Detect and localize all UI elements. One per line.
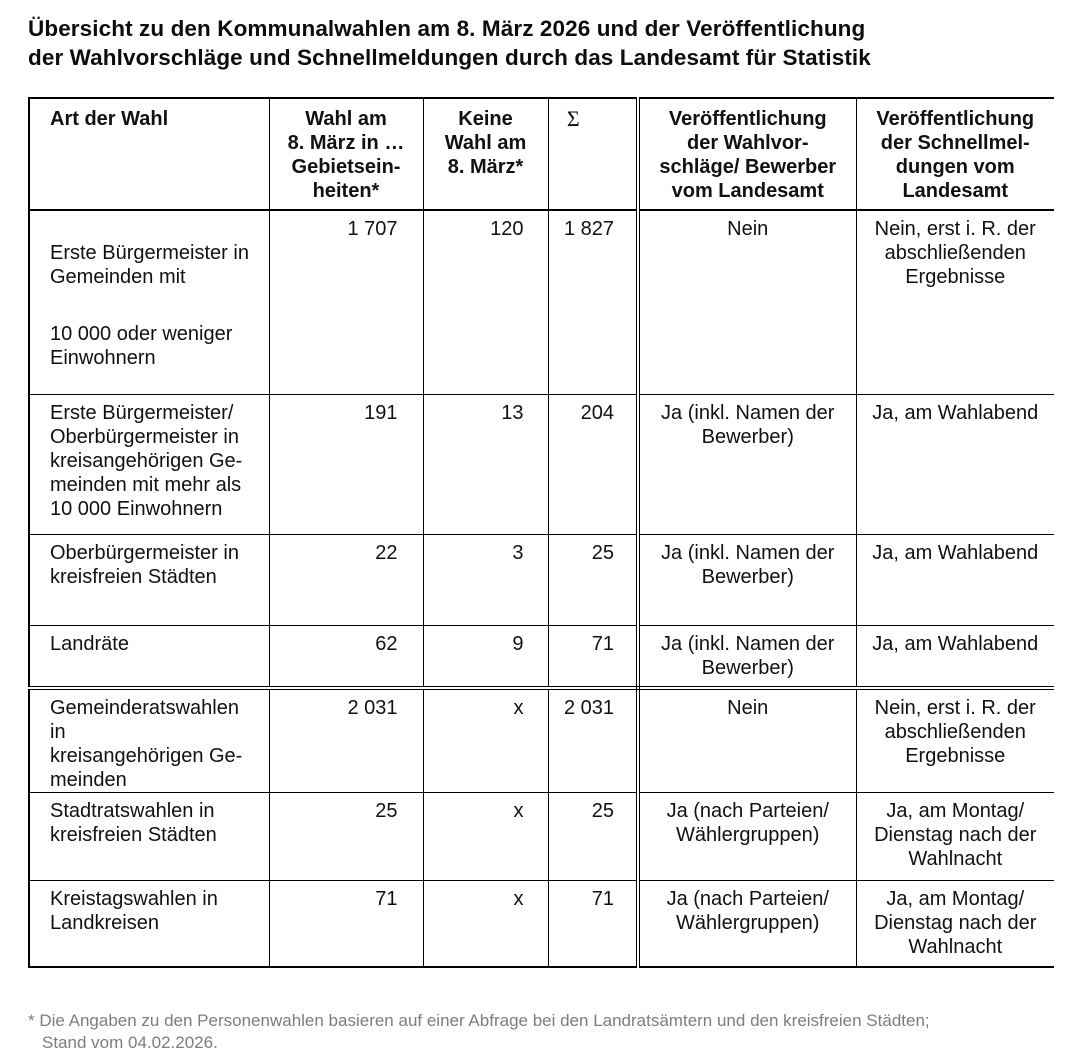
cell-art: Oberbürgermeister in kreisfreien Städten [28,534,270,626]
cell-veroeffentlichung-wahlvorschlaege: Ja (nach Parteien/ Wählergruppen) [638,880,857,968]
cell-wahl-count: 25 [269,792,424,881]
table-header: Art der Wahl Wahl am 8. März in … Gebiet… [28,97,1054,211]
document-page: Übersicht zu den Kommunalwahlen am 8. Mä… [28,14,1064,1052]
cell-wahl-count: 2 031 [269,687,424,793]
cell-keine-wahl-count: 13 [423,394,549,535]
column-header-keine-wahl: Keine Wahl am 8. März* [423,97,549,211]
cell-sum: 2 031 [548,687,640,793]
footnote-line1: * Die Angaben zu den Personenwahlen basi… [28,1011,930,1030]
page-title-line1: Übersicht zu den Kommunalwahlen am 8. Mä… [28,16,866,41]
table-row-gemeinderatswahlen: Gemeinderatswahlen in kreisangehörigen G… [28,687,1054,793]
cell-art: Stadtratswahlen in kreisfreien Städten [28,792,270,881]
column-header-art-der-wahl: Art der Wahl [28,97,270,211]
cell-veroeffentlichung-wahlvorschlaege: Ja (nach Parteien/ Wählergruppen) [638,792,857,881]
cell-keine-wahl-count: x [423,687,549,793]
table-body: Erste Bürgermeister in Gemeinden mit 10 … [28,210,1054,968]
elections-overview-table: Art der Wahl Wahl am 8. März in … Gebiet… [28,97,1054,968]
cell-veroeffentlichung-schnellmeldungen: Ja, am Wahlabend [856,625,1054,690]
cell-wahl-count: 62 [269,625,424,690]
footnote: * Die Angaben zu den Personenwahlen basi… [28,1010,1064,1054]
cell-art: Erste Bürgermeister/ Oberbürgermeister i… [28,394,270,535]
cell-wahl-count: 1 707 [269,210,424,395]
cell-wahl-count: 22 [269,534,424,626]
table-row-erste-oberbuergermeister-grosse-gemeinden: Erste Bürgermeister/ Oberbürgermeister i… [28,394,1054,535]
cell-veroeffentlichung-wahlvorschlaege: Nein [638,210,857,395]
cell-keine-wahl-count: 120 [423,210,549,395]
cell-veroeffentlichung-wahlvorschlaege: Ja (inkl. Namen der Bewerber) [638,625,857,690]
cell-keine-wahl-count: 3 [423,534,549,626]
cell-keine-wahl-count: x [423,880,549,968]
table-row-stadtratswahlen: Stadtratswahlen in kreisfreien Städten 2… [28,792,1054,881]
column-header-wahl-am-8-maerz: Wahl am 8. März in … Gebietsein- heiten* [269,97,424,211]
cell-art: Kreistagswahlen in Landkreisen [28,880,270,968]
cell-keine-wahl-count: 9 [423,625,549,690]
page-title-line2: der Wahlvorschläge und Schnellmeldungen … [28,45,871,70]
cell-veroeffentlichung-schnellmeldungen: Ja, am Montag/ Dienstag nach der Wahlnac… [856,792,1054,881]
cell-veroeffentlichung-wahlvorschlaege: Ja (inkl. Namen der Bewerber) [638,534,857,626]
cell-veroeffentlichung-schnellmeldungen: Ja, am Montag/ Dienstag nach der Wahlnac… [856,880,1054,968]
cell-sum: 204 [548,394,640,535]
column-header-veroeffentlichung-schnellmeldungen: Veröffentlichung der Schnellmel- dungen … [856,97,1054,211]
cell-art: Erste Bürgermeister in Gemeinden mit 10 … [28,210,270,395]
cell-sum: 71 [548,625,640,690]
cell-sum: 25 [548,534,640,626]
cell-veroeffentlichung-schnellmeldungen: Ja, am Wahlabend [856,534,1054,626]
cell-veroeffentlichung-schnellmeldungen: Nein, erst i. R. der abschließenden Erge… [856,687,1054,793]
cell-veroeffentlichung-schnellmeldungen: Ja, am Wahlabend [856,394,1054,535]
column-header-sigma-sum: Σ [548,97,640,211]
cell-veroeffentlichung-schnellmeldungen: Nein, erst i. R. der abschließenden Erge… [856,210,1054,395]
cell-veroeffentlichung-wahlvorschlaege: Ja (inkl. Namen der Bewerber) [638,394,857,535]
cell-veroeffentlichung-wahlvorschlaege: Nein [638,687,857,793]
cell-wahl-count: 191 [269,394,424,535]
footnote-line2: Stand vom 04.02.2026. [42,1033,218,1052]
cell-art-paragraph-1: Erste Bürgermeister in Gemeinden mit [50,242,249,288]
cell-sum: 1 827 [548,210,640,395]
cell-art: Landräte [28,625,270,690]
table-row-landraete: Landräte 62 9 71 Ja (inkl. Namen der Bew… [28,625,1054,690]
table-row-kreistagswahlen: Kreistagswahlen in Landkreisen 71 x 71 J… [28,880,1054,968]
column-header-veroeffentlichung-wahlvorschlaege: Veröffentlichung der Wahlvor- schläge/ B… [638,97,857,211]
table-row-oberbuergermeister-kreisfreie-staedte: Oberbürgermeister in kreisfreien Städten… [28,534,1054,626]
cell-keine-wahl-count: x [423,792,549,881]
cell-sum: 71 [548,880,640,968]
cell-art-paragraph-2: 10 000 oder weniger Einwohnern [50,323,233,369]
page-title: Übersicht zu den Kommunalwahlen am 8. Mä… [28,14,1064,72]
cell-art: Gemeinderatswahlen in kreisangehörigen G… [28,687,270,793]
table-row-erste-buergermeister-kleine-gemeinden: Erste Bürgermeister in Gemeinden mit 10 … [28,210,1054,395]
cell-wahl-count: 71 [269,880,424,968]
cell-sum: 25 [548,792,640,881]
header-row: Art der Wahl Wahl am 8. März in … Gebiet… [28,97,1054,211]
